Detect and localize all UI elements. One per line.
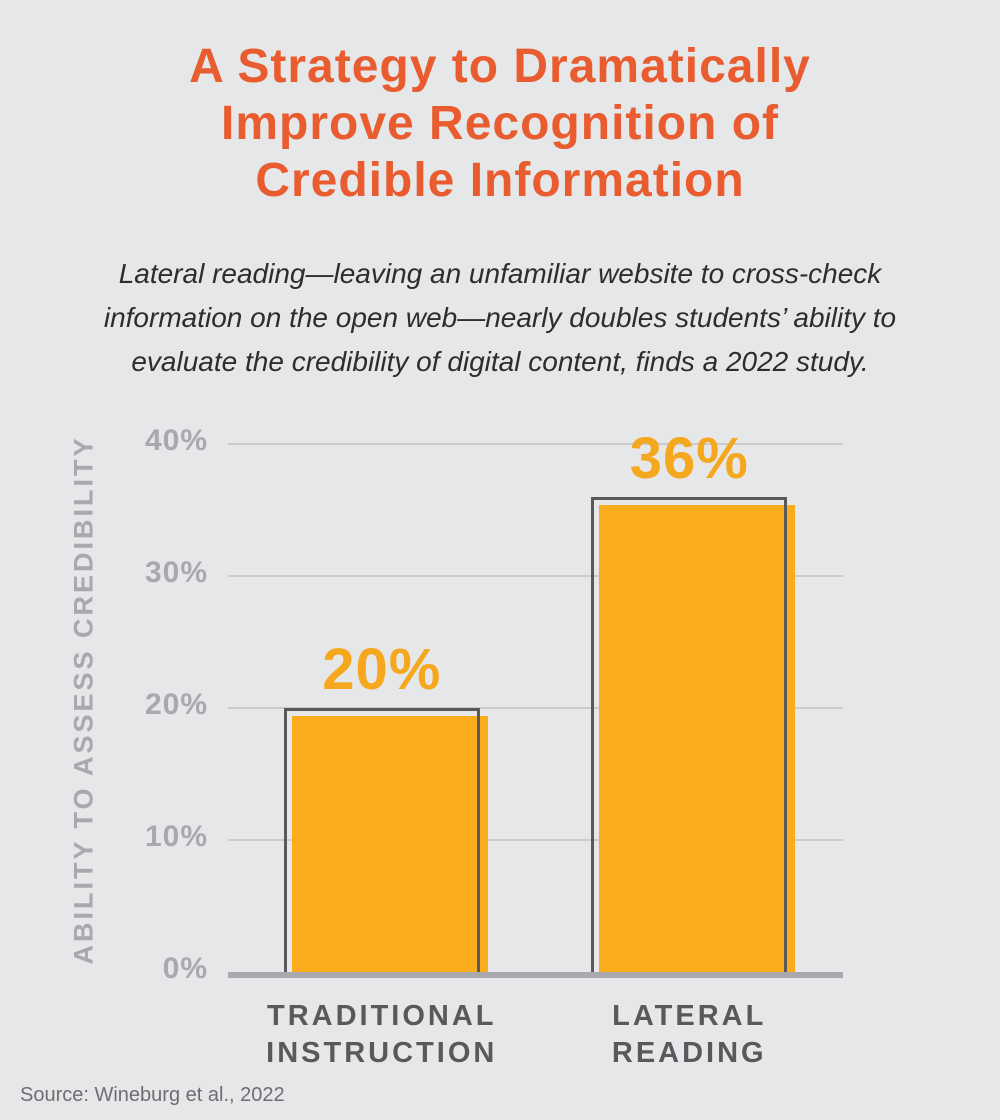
y-tick-label: 0% — [162, 952, 208, 985]
gridline — [228, 443, 843, 445]
y-tick-label: 30% — [144, 556, 208, 589]
gridline — [228, 839, 843, 841]
gridline — [228, 575, 843, 577]
page-title-line-3: Credible Information — [255, 154, 745, 207]
chart-subtitle-line-1: Lateral reading—leaving an unfamiliar we… — [118, 258, 882, 289]
bar-outline — [283, 708, 480, 976]
gridline — [228, 707, 843, 709]
bar-value-label: 36% — [629, 425, 749, 491]
page-title: A Strategy to Dramatically Improve Recog… — [0, 38, 1000, 209]
chart-subtitle-line-3: evaluate the credibility of digital cont… — [131, 346, 869, 377]
x-category-label: LATERAL READING — [611, 1000, 767, 1069]
x-axis-line — [228, 972, 843, 978]
page-title-line-2: Improve Recognition of — [220, 97, 779, 150]
source-note: Source: Wineburg et al., 2022 — [20, 1084, 285, 1106]
bar — [599, 504, 796, 975]
chart-subtitle-line-2: information on the open web—nearly doubl… — [103, 302, 897, 333]
y-tick-label: 40% — [144, 424, 208, 457]
x-category-label: TRADITIONAL INSTRUCTION — [266, 1000, 498, 1069]
page-title-line-1: A Strategy to Dramatically — [189, 40, 811, 93]
y-tick-label: 10% — [144, 820, 208, 853]
bar — [291, 716, 488, 975]
bar-outline — [591, 496, 788, 976]
bar-value-label: 20% — [322, 637, 442, 702]
chart-subtitle: Lateral reading—leaving an unfamiliar we… — [40, 252, 960, 384]
y-tick-label: 20% — [144, 688, 208, 721]
